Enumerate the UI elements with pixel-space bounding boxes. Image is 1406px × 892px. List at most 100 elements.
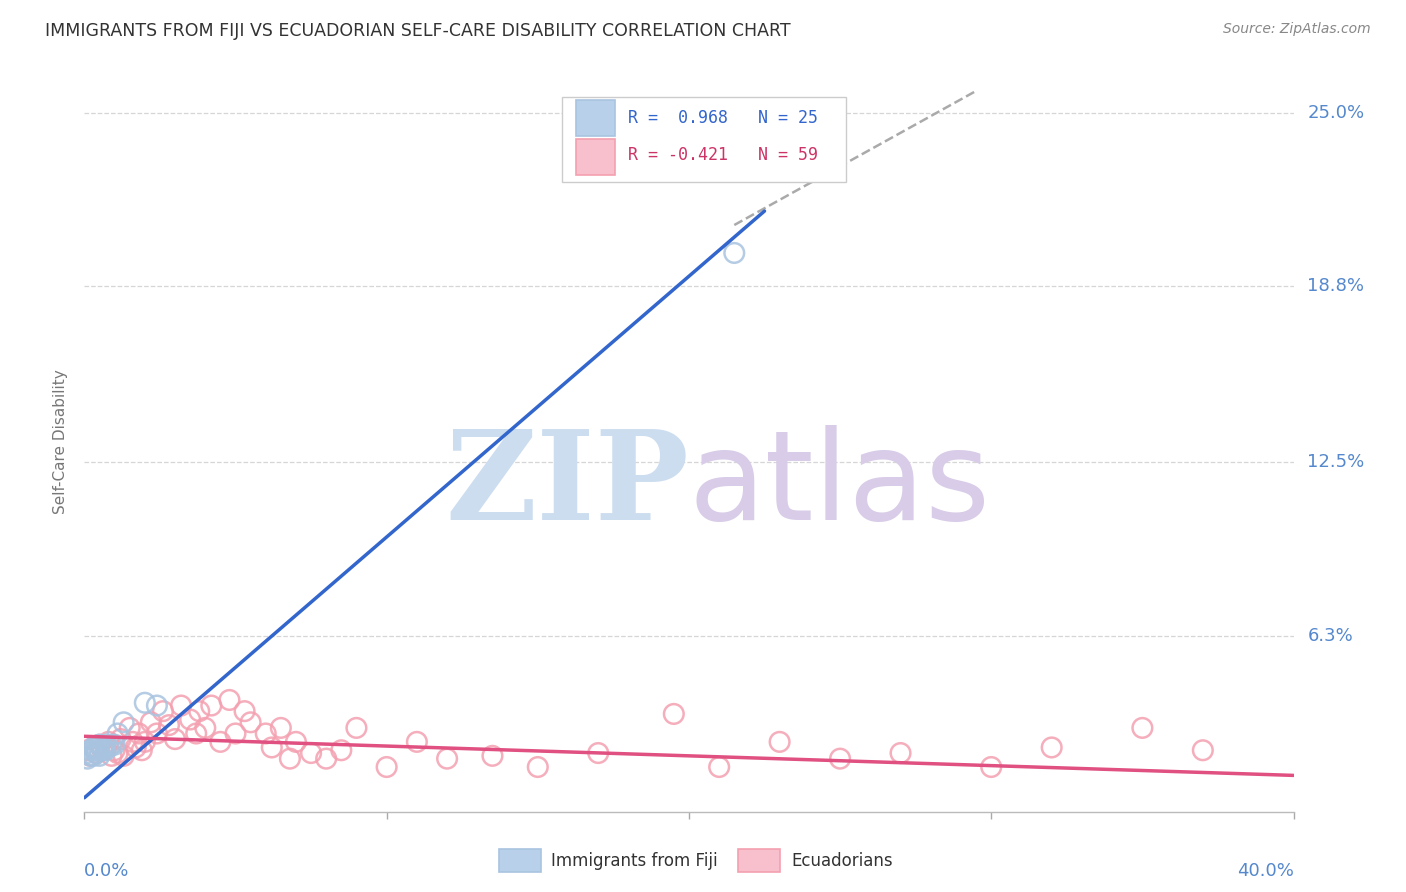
Point (769, 735, 792, 749)
Point (239, 715, 262, 730)
Point (890, 746, 912, 760)
Point (346, 721, 368, 735)
Point (112, 715, 135, 730)
Text: ZIP: ZIP (446, 425, 689, 547)
Point (218, 693, 240, 707)
Text: 18.8%: 18.8% (1308, 277, 1364, 295)
Point (436, 751, 458, 765)
Point (82, 740, 104, 755)
Point (86, 746, 108, 760)
Point (179, 713, 201, 727)
Point (315, 751, 337, 765)
Text: Immigrants from Fiji: Immigrants from Fiji (551, 852, 718, 870)
Text: IMMIGRANTS FROM FIJI VS ECUADORIAN SELF-CARE DISABILITY CORRELATION CHART: IMMIGRANTS FROM FIJI VS ECUADORIAN SELF-… (45, 22, 790, 40)
Point (97, 740, 120, 755)
Point (89, 738, 111, 752)
Point (225, 726, 247, 740)
Point (146, 698, 169, 713)
Point (89, 738, 111, 752)
Point (270, 721, 292, 735)
Text: R =  0.968   N = 25: R = 0.968 N = 25 (628, 109, 818, 127)
Point (1040, 740, 1063, 755)
Point (91, 743, 114, 757)
Y-axis label: Self-Care Disability: Self-Care Disability (53, 369, 69, 514)
Point (121, 735, 143, 749)
Point (86, 743, 108, 757)
Point (94, 743, 117, 757)
Point (91, 740, 114, 755)
Point (125, 740, 148, 755)
Point (79, 743, 101, 757)
Point (146, 726, 169, 740)
Point (170, 698, 193, 713)
Text: 6.3%: 6.3% (1308, 627, 1353, 645)
Point (139, 715, 162, 730)
FancyBboxPatch shape (562, 97, 846, 183)
Text: Source: ZipAtlas.com: Source: ZipAtlas.com (1223, 22, 1371, 37)
Point (527, 760, 550, 774)
Point (82, 743, 104, 757)
Point (107, 746, 129, 760)
Point (82, 740, 104, 755)
Point (157, 718, 180, 732)
Point (131, 743, 153, 757)
Point (188, 704, 211, 718)
Point (89, 743, 111, 757)
Point (134, 696, 156, 710)
Point (260, 740, 283, 755)
Point (94, 738, 117, 752)
Point (1130, 721, 1153, 735)
Point (830, 751, 852, 765)
Point (299, 746, 322, 760)
Point (128, 726, 150, 740)
Point (723, 246, 745, 260)
Point (1192, 743, 1215, 757)
Point (481, 748, 503, 763)
Point (76, 751, 98, 765)
Point (100, 738, 122, 752)
Point (588, 746, 610, 760)
FancyBboxPatch shape (576, 139, 616, 175)
FancyBboxPatch shape (576, 100, 616, 136)
Point (76, 746, 98, 760)
Point (112, 748, 135, 763)
Point (980, 760, 1002, 774)
Point (233, 704, 256, 718)
Point (76, 743, 98, 757)
Text: 40.0%: 40.0% (1237, 862, 1294, 880)
Point (254, 726, 277, 740)
Point (375, 760, 398, 774)
Point (89, 748, 111, 763)
Text: R = -0.421   N = 59: R = -0.421 N = 59 (628, 146, 818, 164)
Point (104, 743, 127, 757)
Point (86, 740, 108, 755)
Point (86, 746, 108, 760)
Text: Ecuadorians: Ecuadorians (792, 852, 893, 870)
Point (82, 748, 104, 763)
Point (152, 704, 174, 718)
Point (104, 738, 127, 752)
Point (194, 721, 217, 735)
Text: 0.0%: 0.0% (84, 862, 129, 880)
Point (118, 721, 141, 735)
Point (278, 751, 301, 765)
Point (285, 735, 308, 749)
Point (110, 732, 132, 747)
Text: 25.0%: 25.0% (1308, 104, 1365, 122)
Point (709, 760, 731, 774)
Point (94, 740, 117, 755)
Point (79, 748, 101, 763)
Point (100, 748, 122, 763)
Point (209, 735, 232, 749)
Point (79, 748, 101, 763)
Point (107, 726, 129, 740)
Text: atlas: atlas (689, 425, 991, 547)
Text: 12.5%: 12.5% (1308, 453, 1365, 472)
Point (165, 732, 187, 747)
Point (91, 743, 114, 757)
Point (406, 735, 429, 749)
Point (134, 735, 156, 749)
Point (97, 735, 120, 749)
Point (330, 743, 353, 757)
Point (186, 726, 208, 740)
